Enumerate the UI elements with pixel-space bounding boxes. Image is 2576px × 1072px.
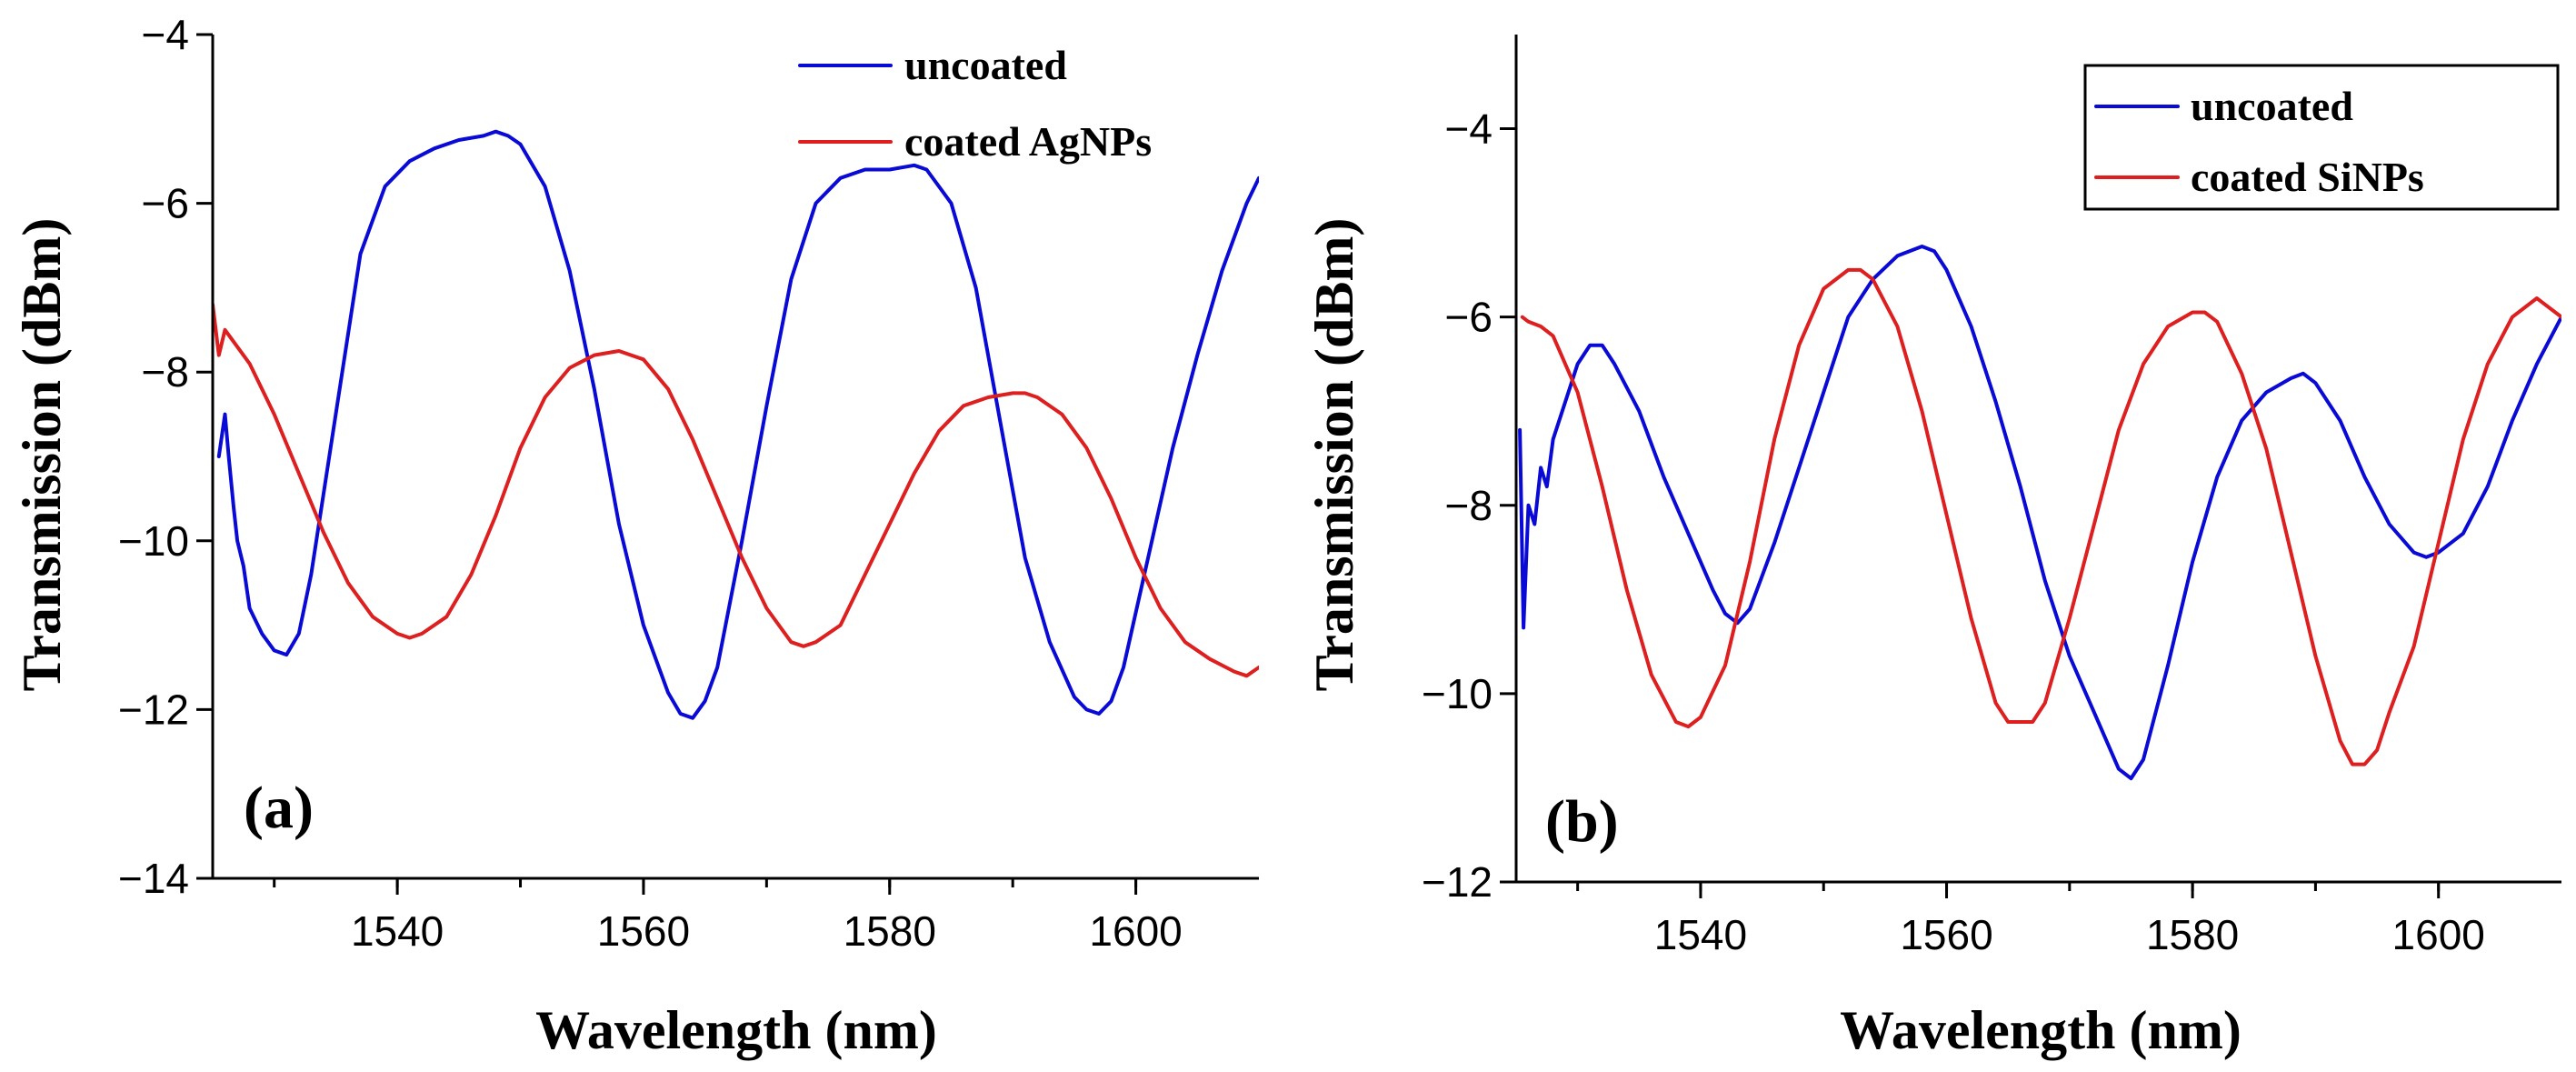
y-tick-label-a: −4 (142, 11, 189, 58)
legend-a: uncoated coated AgNPs (798, 42, 1152, 165)
x-tick-label-a: 1600 (1089, 907, 1182, 955)
legend-label-uncoated-b: uncoated (2191, 83, 2353, 129)
y-tick-label-b: −8 (1445, 482, 1493, 529)
legend-label-coated-b: coated SiNPs (2191, 154, 2424, 200)
chart-panel-a: 1540 1560 1580 1600 −14 −12 −10 −8 −6 −4 uncoated… (12, 11, 1259, 1060)
legend-b: uncoated coated SiNPs (2083, 64, 2560, 211)
axes-b (1514, 35, 2561, 884)
legend-label-uncoated-a: uncoated (904, 42, 1067, 88)
chart-panel-b: 1540 1560 1580 1600 −12 −10 −8 −6 −4 uncoated co… (1304, 35, 2561, 1060)
series-line-coated-b (1520, 267, 2561, 766)
y-tick-label-a: −8 (142, 348, 189, 396)
series-line-uncoated-b (1518, 245, 2561, 781)
y-tick-label-a: −14 (118, 855, 189, 902)
series-line-uncoated-a (216, 129, 1259, 720)
y-tick-label-b: −4 (1445, 105, 1493, 153)
x-tick-label-b: 1600 (2392, 911, 2485, 958)
x-tick-label-b: 1540 (1654, 911, 1747, 958)
y-tick-label-a: −10 (118, 517, 189, 565)
y-axis-title-b: Transmission (dBm) (1304, 218, 1364, 692)
legend-label-coated-a: coated AgNPs (904, 118, 1152, 165)
ticks-b: 1540 1560 1580 1600 −12 −10 −8 −6 −4 (1422, 105, 2485, 958)
x-axis-title-a: Wavelength (nm) (535, 1000, 937, 1060)
x-tick-label-a: 1560 (597, 907, 690, 955)
x-tick-label-a: 1580 (844, 907, 936, 955)
x-tick-label-b: 1560 (1900, 911, 1992, 958)
series-line-coated-a (213, 303, 1259, 678)
y-axis-title-a: Transmission (dBm) (12, 218, 72, 692)
plot-area-a (213, 129, 1259, 720)
panel-label-a: (a) (244, 775, 314, 841)
x-axis-title-b: Wavelength (nm) (1840, 1000, 2242, 1060)
y-tick-label-b: −12 (1422, 858, 1493, 906)
plot-area-b (1518, 245, 2561, 781)
legend-frame-b (2083, 64, 2560, 211)
axes-a (211, 35, 1259, 880)
y-tick-label-a: −12 (118, 686, 189, 733)
y-tick-label-b: −10 (1422, 670, 1493, 717)
x-tick-label-a: 1540 (351, 907, 444, 955)
y-tick-label-a: −6 (142, 180, 189, 227)
y-tick-label-b: −6 (1445, 294, 1493, 341)
panel-label-b: (b) (1545, 788, 1619, 855)
ticks-a: 1540 1560 1580 1600 −14 −12 −10 −8 −6 −4 (118, 11, 1183, 955)
x-tick-label-b: 1580 (2146, 911, 2239, 958)
